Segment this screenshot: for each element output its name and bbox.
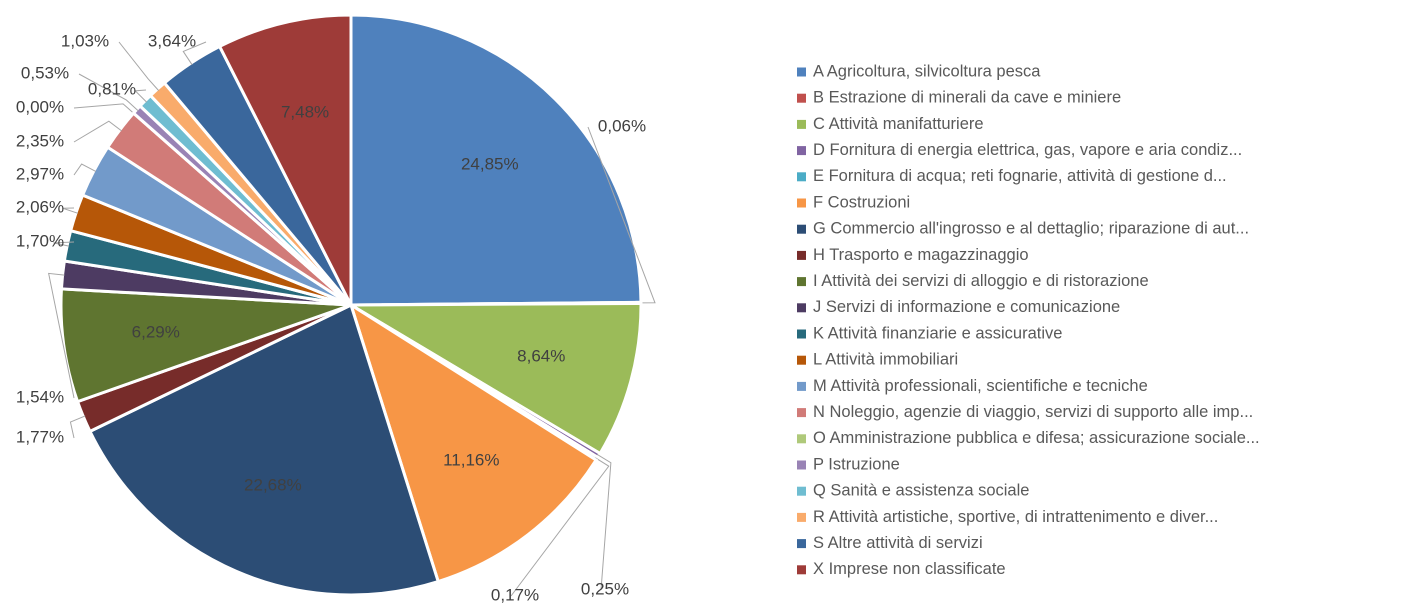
- legend-label: D Fornitura di energia elettrica, gas, v…: [813, 141, 1242, 159]
- legend-swatch: [797, 172, 806, 182]
- data-label: 0,17%: [491, 585, 539, 604]
- legend-label: F Costruzioni: [813, 193, 910, 211]
- legend-swatch: [797, 119, 806, 129]
- pie-slice: [217, 13, 353, 306]
- data-label: 7,48%: [281, 103, 329, 122]
- legend-swatch: [797, 539, 806, 549]
- legend-label: J Servizi di informazione e comunicazion…: [813, 298, 1120, 316]
- data-label: 0,00%: [16, 97, 64, 116]
- leader-line: [69, 415, 86, 439]
- legend-label: C Attività manifatturiere: [813, 115, 984, 133]
- leader-line: [62, 207, 79, 214]
- legend-swatch: [797, 67, 806, 77]
- data-label: 11,16%: [443, 451, 499, 470]
- legend-swatch: [797, 381, 806, 391]
- legend-swatch: [797, 277, 806, 287]
- pie-slice: [87, 302, 441, 597]
- legend-swatch: [797, 93, 806, 103]
- legend-label: K Attività finanziarie e assicurative: [813, 324, 1062, 342]
- legend-label: X Imprese non classificate: [813, 560, 1006, 578]
- data-label: 2,35%: [16, 131, 64, 150]
- data-label: 22,68%: [244, 476, 302, 495]
- leader-line: [73, 103, 136, 115]
- legend-label: G Commercio all'ingrosso e al dettaglio;…: [813, 220, 1249, 238]
- legend-label: A Agricoltura, silvicoltura pesca: [813, 62, 1041, 80]
- legend-label: P Istruzione: [813, 455, 900, 473]
- legend-label: N Noleggio, agenzie di viaggio, servizi …: [813, 403, 1253, 421]
- legend-swatch: [797, 512, 806, 522]
- legend-swatch: [797, 250, 806, 260]
- leader-line: [73, 120, 122, 143]
- leader-line: [510, 457, 610, 597]
- data-label: 6,29%: [132, 322, 180, 341]
- legend-label: R Attività artistiche, sportive, di intr…: [813, 508, 1218, 526]
- legend-label: I Attività dei servizi di alloggio e di …: [813, 272, 1149, 290]
- data-label: 8,64%: [517, 346, 565, 365]
- legend-label: O Amministrazione pubblica e difesa; ass…: [813, 429, 1260, 447]
- data-label: 1,77%: [16, 427, 64, 446]
- leader-line: [587, 126, 656, 304]
- legend-swatch: [797, 198, 806, 208]
- data-label: 0,25%: [581, 579, 629, 598]
- legend-label: B Estrazione di minerali da cave e minie…: [813, 89, 1121, 107]
- pie-slice: [348, 301, 599, 584]
- data-label: 3,64%: [148, 31, 196, 50]
- legend-swatch: [797, 486, 806, 496]
- legend-label: H Trasporto e magazzinaggio: [813, 246, 1029, 264]
- legend-swatch: [797, 565, 806, 575]
- legend-label: E Fornitura di acqua; reti fognarie, att…: [813, 167, 1227, 185]
- data-label: 0,81%: [88, 79, 136, 98]
- legend-swatch: [797, 434, 806, 444]
- data-label: 24,85%: [461, 154, 519, 173]
- leader-line: [73, 163, 97, 176]
- data-label: 0,53%: [21, 63, 69, 82]
- legend-swatch: [797, 224, 806, 234]
- data-label: 1,54%: [16, 387, 64, 406]
- legend-swatch: [797, 355, 806, 365]
- legend-swatch: [797, 460, 806, 470]
- pie-slice: [345, 301, 643, 456]
- data-label: 2,97%: [16, 164, 64, 183]
- leader-line: [596, 453, 612, 591]
- legend-label: Q Sanità e assistenza sociale: [813, 482, 1029, 500]
- leader-line: [182, 41, 207, 66]
- leader-line: [118, 41, 160, 91]
- legend-label: L Attività immobiliari: [813, 351, 958, 369]
- leader-line: [78, 73, 139, 112]
- pie-slice: [59, 287, 352, 404]
- data-label: 2,06%: [16, 197, 64, 216]
- legend-swatch: [797, 329, 806, 339]
- data-label: 1,70%: [16, 231, 64, 250]
- leader-line: [53, 241, 75, 247]
- leader-line: [48, 272, 75, 399]
- leader-line: [134, 89, 147, 103]
- legend-label: S Altre attività di servizi: [813, 534, 983, 552]
- legend-label: M Attività professionali, scientifiche e…: [813, 377, 1148, 395]
- data-label: 0,06%: [598, 116, 646, 135]
- legend-swatch: [797, 303, 806, 313]
- legend-swatch: [797, 146, 806, 156]
- pie-slice: [349, 13, 643, 307]
- legend-swatch: [797, 408, 806, 418]
- data-label: 1,03%: [61, 31, 109, 50]
